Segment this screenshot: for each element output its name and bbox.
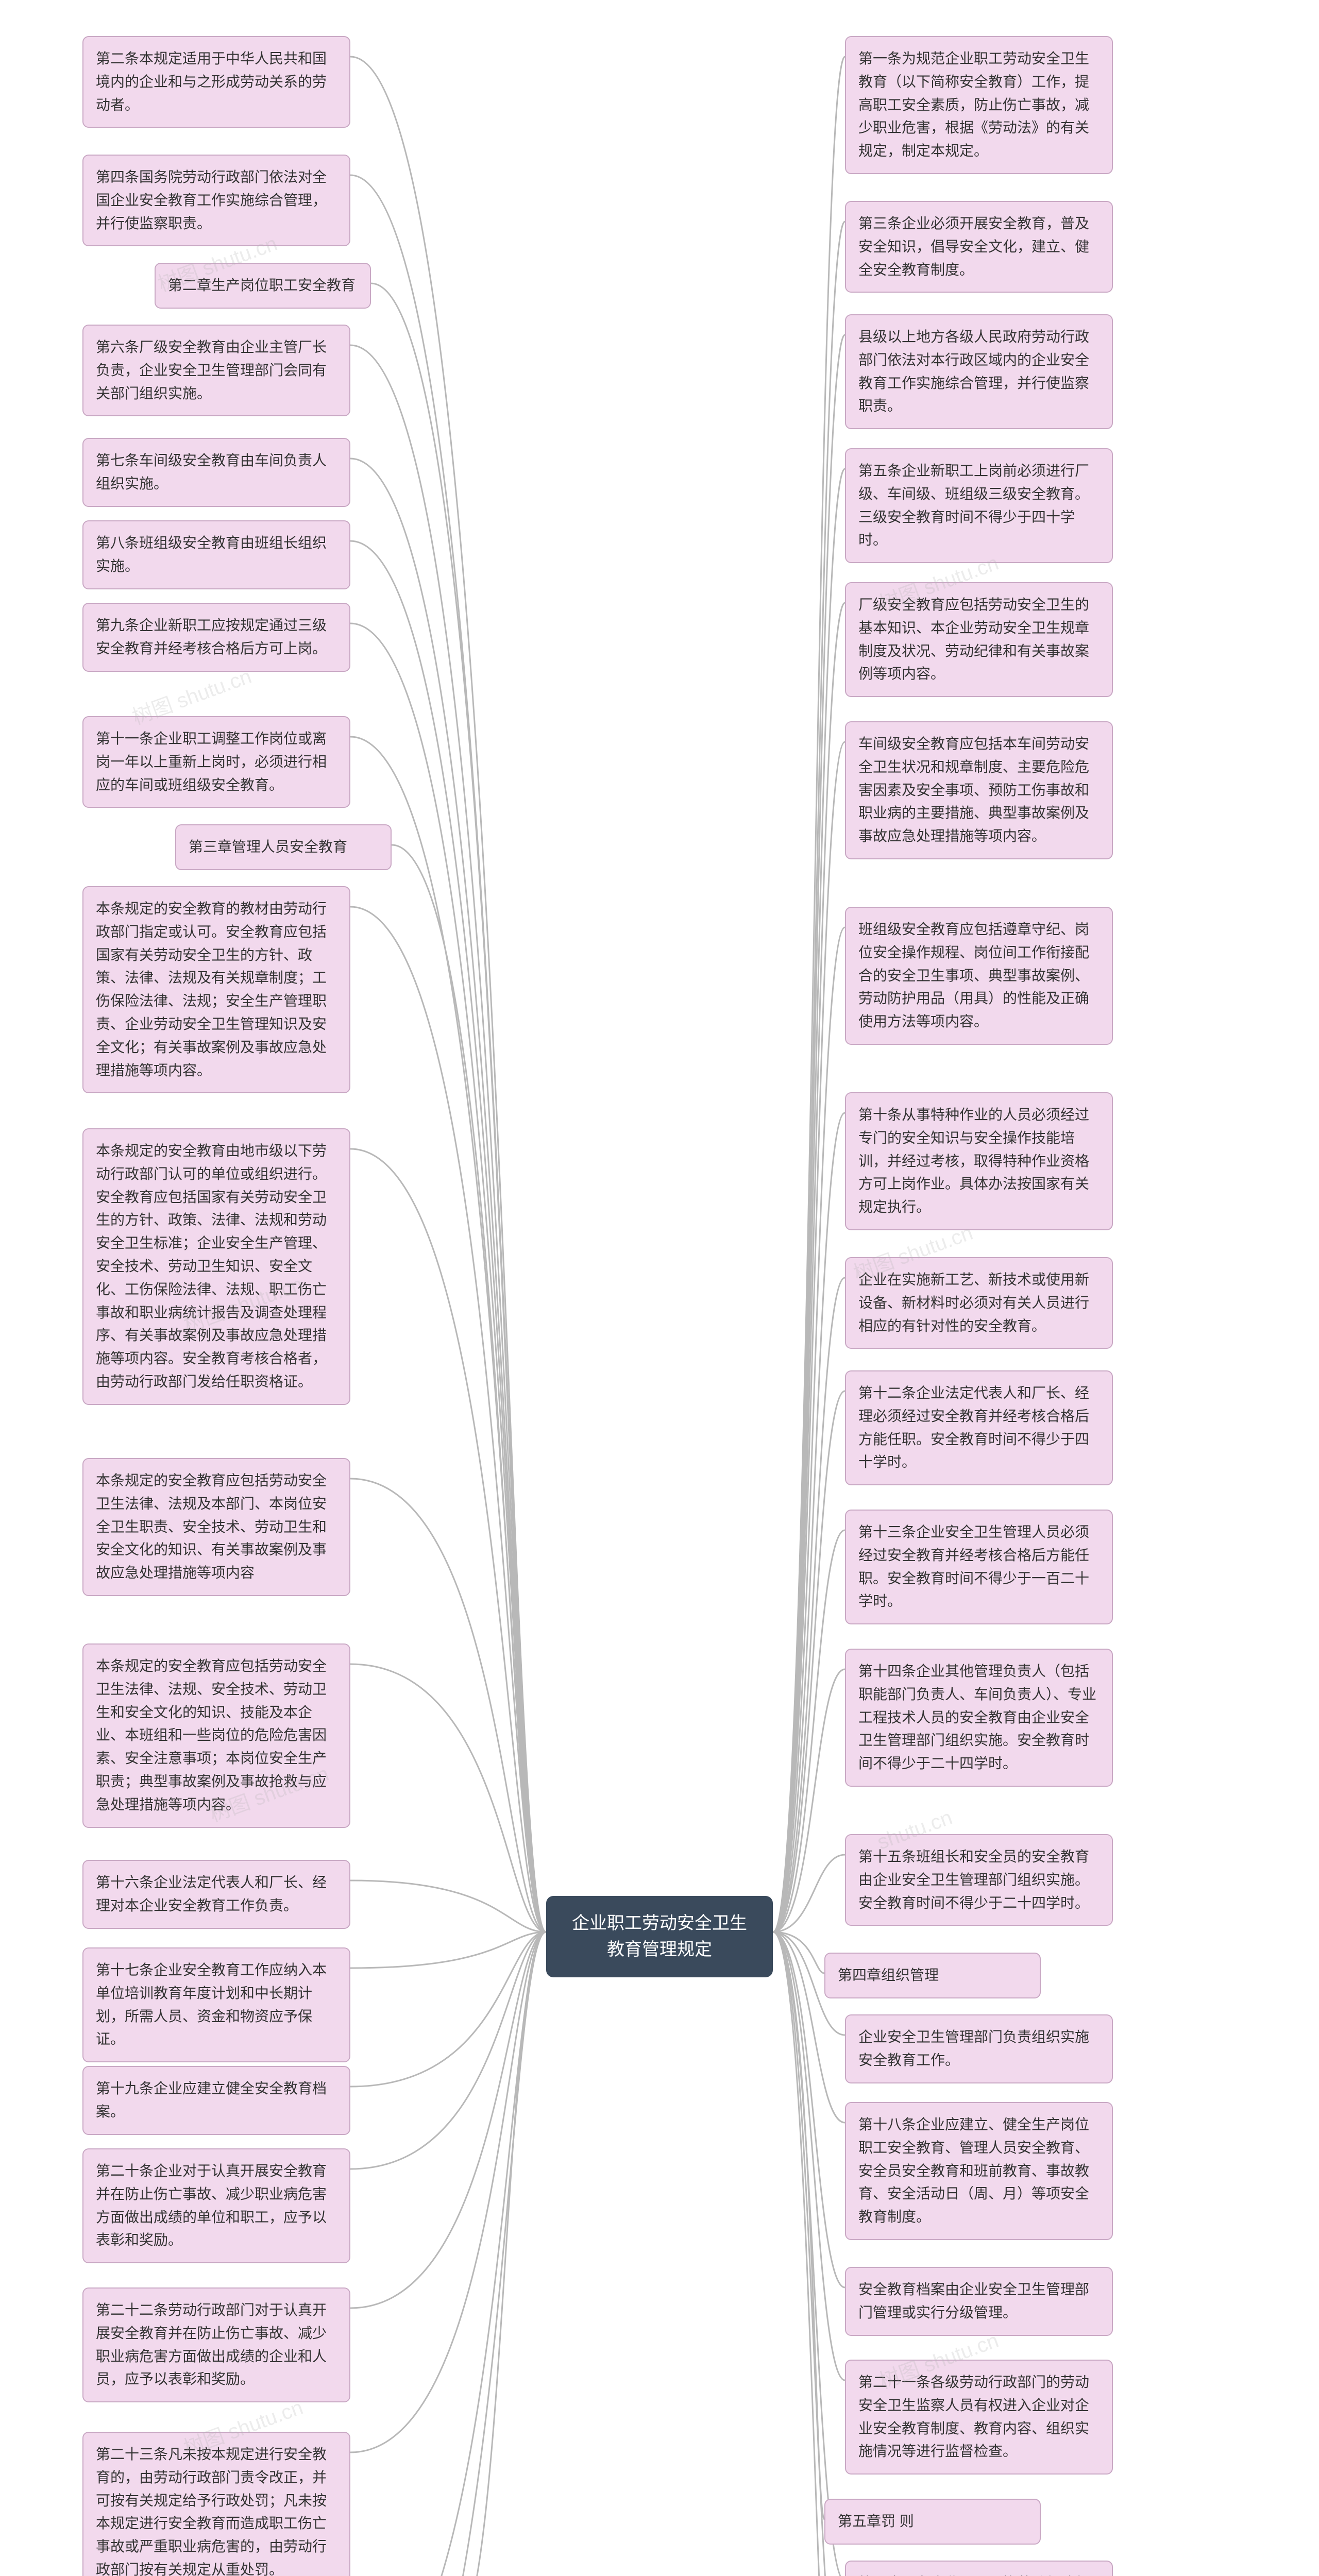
leaf-text: 第二十三条凡未按本规定进行安全教育的，由劳动行政部门责令改正，并可按有关规定给予… xyxy=(96,2446,327,2576)
leaf-text: 车间级安全教育应包括本车间劳动安全卫生状况和规章制度、主要危险危害因素及安全事项… xyxy=(858,736,1089,844)
leaf-text: 第九条企业新职工应按规定通过三级安全教育并经考核合格后方可上岗。 xyxy=(96,617,327,656)
left-leaf: 第十七条企业安全教育工作应纳入本单位培训教育年度计划和中长期计划，所需人员、资金… xyxy=(82,1947,350,2062)
leaf-text: 第五条企业新职工上岗前必须进行厂级、车间级、班组级三级安全教育。三级安全教育时间… xyxy=(858,463,1089,548)
right-leaf: 企业安全卫生管理部门负责组织实施安全教育工作。 xyxy=(845,2014,1113,2083)
leaf-text: 第十二条企业法定代表人和厂长、经理必须经过安全教育并经考核合格后方能任职。安全教… xyxy=(858,1385,1089,1470)
center-node: 企业职工劳动安全卫生教育管理规定 xyxy=(546,1896,773,1977)
right-leaf: 厂级安全教育应包括劳动安全卫生的基本知识、本企业劳动安全卫生规章制度及状况、劳动… xyxy=(845,582,1113,697)
right-leaf: 第一条为规范企业职工劳动安全卫生教育（以下简称安全教育）工作，提高职工安全素质，… xyxy=(845,36,1113,174)
left-leaf: 本条规定的安全教育应包括劳动安全卫生法律、法规、安全技术、劳动卫生和安全文化的知… xyxy=(82,1643,350,1828)
left-leaf: 第十六条企业法定代表人和厂长、经理对本企业安全教育工作负责。 xyxy=(82,1860,350,1929)
leaf-text: 第十五条班组长和安全员的安全教育由企业安全卫生管理部门组织实施。安全教育时间不得… xyxy=(858,1849,1089,1911)
leaf-text: 第二章生产岗位职工安全教育 xyxy=(168,277,356,293)
leaf-text: 第十九条企业应建立健全安全教育档案。 xyxy=(96,2080,327,2120)
left-leaf: 第十一条企业职工调整工作岗位或离岗一年以上重新上岗时，必须进行相应的车间或班组级… xyxy=(82,716,350,808)
leaf-text: 第十七条企业安全教育工作应纳入本单位培训教育年度计划和中长期计划，所需人员、资金… xyxy=(96,1962,327,2047)
right-leaf: 第十三条企业安全卫生管理人员必须经过安全教育并经考核合格后方能任职。安全教育时间… xyxy=(845,1510,1113,1624)
leaf-text: 第十三条企业安全卫生管理人员必须经过安全教育并经考核合格后方能任职。安全教育时间… xyxy=(858,1524,1089,1609)
mindmap-canvas: 企业职工劳动安全卫生教育管理规定 第二条本规定适用于中华人民共和国境内的企业和与… xyxy=(0,0,1319,2576)
leaf-text: 第十一条企业职工调整工作岗位或离岗一年以上重新上岗时，必须进行相应的车间或班组级… xyxy=(96,731,327,793)
left-leaf: 第二十二条劳动行政部门对于认真开展安全教育并在防止伤亡事故、减少职业病危害方面做… xyxy=(82,2287,350,2402)
leaf-text: 第四章组织管理 xyxy=(838,1967,939,1983)
leaf-text: 第二十条企业对于认真开展安全教育并在防止伤亡事故、减少职业病危害方面做出成绩的单… xyxy=(96,2163,327,2248)
right-leaf: 车间级安全教育应包括本车间劳动安全卫生状况和规章制度、主要危险危害因素及安全事项… xyxy=(845,721,1113,859)
left-leaf: 第三章管理人员安全教育 xyxy=(175,824,392,870)
leaf-text: 第三条企业必须开展安全教育，普及安全知识，倡导安全文化，建立、健全安全教育制度。 xyxy=(858,215,1089,278)
left-leaf: 第八条班组级安全教育由班组长组织实施。 xyxy=(82,520,350,589)
leaf-text: 第十六条企业法定代表人和厂长、经理对本企业安全教育工作负责。 xyxy=(96,1874,327,1913)
right-leaf: 第五章罚 则 xyxy=(824,2499,1041,2545)
leaf-text: 本条规定的安全教育由地市级以下劳动行政部门认可的单位或组织进行。安全教育应包括国… xyxy=(96,1143,327,1389)
right-leaf: 第十八条企业应建立、健全生产岗位职工安全教育、管理人员安全教育、安全员安全教育和… xyxy=(845,2102,1113,2240)
leaf-text: 第四条国务院劳动行政部门依法对全国企业安全教育工作实施综合管理，并行使监察职责。 xyxy=(96,169,327,231)
leaf-text: 县级以上地方各级人民政府劳动行政部门依法对本行政区域内的企业安全教育工作实施综合… xyxy=(858,329,1089,414)
leaf-text: 第六条厂级安全教育由企业主管厂长负责，企业安全卫生管理部门会同有关部门组织实施。 xyxy=(96,339,327,401)
right-leaf: 企业在实施新工艺、新技术或使用新设备、新材料时必须对有关人员进行相应的有针对性的… xyxy=(845,1257,1113,1349)
left-leaf: 第九条企业新职工应按规定通过三级安全教育并经考核合格后方可上岗。 xyxy=(82,603,350,672)
right-leaf: 第四章组织管理 xyxy=(824,1953,1041,1998)
left-leaf: 第六条厂级安全教育由企业主管厂长负责，企业安全卫生管理部门会同有关部门组织实施。 xyxy=(82,325,350,416)
left-leaf: 第十九条企业应建立健全安全教育档案。 xyxy=(82,2066,350,2135)
leaf-text: 第二条本规定适用于中华人民共和国境内的企业和与之形成劳动关系的劳动者。 xyxy=(96,50,327,113)
leaf-text: 第十条从事特种作业的人员必须经过专门的安全知识与安全操作技能培训，并经过考核，取… xyxy=(858,1107,1089,1215)
leaf-text: 厂级安全教育应包括劳动安全卫生的基本知识、本企业劳动安全卫生规章制度及状况、劳动… xyxy=(858,597,1089,682)
leaf-text: 第十八条企业应建立、健全生产岗位职工安全教育、管理人员安全教育、安全员安全教育和… xyxy=(858,2116,1089,2225)
leaf-text: 班组级安全教育应包括遵章守纪、岗位安全操作规程、岗位间工作衔接配合的安全卫生事项… xyxy=(858,921,1089,1029)
leaf-text: 第五章罚 则 xyxy=(838,2513,914,2529)
right-leaf: 县级以上地方各级人民政府劳动行政部门依法对本行政区域内的企业安全教育工作实施综合… xyxy=(845,314,1113,429)
left-leaf: 第二条本规定适用于中华人民共和国境内的企业和与之形成劳动关系的劳动者。 xyxy=(82,36,350,128)
right-leaf: 第三条企业必须开展安全教育，普及安全知识，倡导安全文化，建立、健全安全教育制度。 xyxy=(845,201,1113,293)
right-leaf: 第十条从事特种作业的人员必须经过专门的安全知识与安全操作技能培训，并经过考核，取… xyxy=(845,1092,1113,1230)
right-leaf: 第十四条企业其他管理负责人（包括职能部门负责人、车间负责人）、专业工程技术人员的… xyxy=(845,1649,1113,1787)
leaf-text: 第二十二条劳动行政部门对于认真开展安全教育并在防止伤亡事故、减少职业病危害方面做… xyxy=(96,2302,327,2387)
left-leaf: 第七条车间级安全教育由车间负责人组织实施。 xyxy=(82,438,350,507)
right-leaf: 第十五条班组长和安全员的安全教育由企业安全卫生管理部门组织实施。安全教育时间不得… xyxy=(845,1834,1113,1926)
right-leaf: 第五条企业新职工上岗前必须进行厂级、车间级、班组级三级安全教育。三级安全教育时间… xyxy=(845,448,1113,563)
right-leaf: 班组级安全教育应包括遵章守纪、岗位安全操作规程、岗位间工作衔接配合的安全卫生事项… xyxy=(845,907,1113,1045)
leaf-text: 第七条车间级安全教育由车间负责人组织实施。 xyxy=(96,452,327,492)
left-leaf: 本条规定的安全教育应包括劳动安全卫生法律、法规及本部门、本岗位安全卫生职责、安全… xyxy=(82,1458,350,1596)
leaf-text: 企业安全卫生管理部门负责组织实施安全教育工作。 xyxy=(858,2029,1089,2068)
right-leaf: 安全教育档案由企业安全卫生管理部门管理或实行分级管理。 xyxy=(845,2267,1113,2336)
leaf-text: 第十四条企业其他管理负责人（包括职能部门负责人、车间负责人）、专业工程技术人员的… xyxy=(858,1663,1096,1771)
left-leaf: 第二十三条凡未按本规定进行安全教育的，由劳动行政部门责令改正，并可按有关规定给予… xyxy=(82,2432,350,2576)
right-leaf: 第十二条企业法定代表人和厂长、经理必须经过安全教育并经考核合格后方能任职。安全教… xyxy=(845,1370,1113,1485)
leaf-text: 本条规定的安全教育应包括劳动安全卫生法律、法规及本部门、本岗位安全卫生职责、安全… xyxy=(96,1472,327,1581)
left-leaf: 本条规定的安全教育的教材由劳动行政部门指定或认可。安全教育应包括国家有关劳动安全… xyxy=(82,886,350,1093)
leaf-text: 本条规定的安全教育应包括劳动安全卫生法律、法规、安全技术、劳动卫生和安全文化的知… xyxy=(96,1658,327,1812)
right-leaf: 第二十四条企业无理阻挠劳动行政部门及其劳动安全卫生监察人员行使监督检查权的，由劳… xyxy=(845,2561,1113,2576)
leaf-text: 第八条班组级安全教育由班组长组织实施。 xyxy=(96,535,327,574)
left-leaf: 第四条国务院劳动行政部门依法对全国企业安全教育工作实施综合管理，并行使监察职责。 xyxy=(82,155,350,246)
leaf-text: 本条规定的安全教育的教材由劳动行政部门指定或认可。安全教育应包括国家有关劳动安全… xyxy=(96,901,327,1078)
right-leaf: 第二十一条各级劳动行政部门的劳动安全卫生监察人员有权进入企业对企业安全教育制度、… xyxy=(845,2360,1113,2475)
left-leaf: 本条规定的安全教育由地市级以下劳动行政部门认可的单位或组织进行。安全教育应包括国… xyxy=(82,1128,350,1405)
leaf-text: 第二十一条各级劳动行政部门的劳动安全卫生监察人员有权进入企业对企业安全教育制度、… xyxy=(858,2374,1089,2459)
leaf-text: 安全教育档案由企业安全卫生管理部门管理或实行分级管理。 xyxy=(858,2281,1089,2320)
leaf-text: 第一条为规范企业职工劳动安全卫生教育（以下简称安全教育）工作，提高职工安全素质，… xyxy=(858,50,1089,159)
center-node-text: 企业职工劳动安全卫生教育管理规定 xyxy=(572,1913,747,1959)
leaf-text: 第三章管理人员安全教育 xyxy=(189,839,347,855)
leaf-text: 企业在实施新工艺、新技术或使用新设备、新材料时必须对有关人员进行相应的有针对性的… xyxy=(858,1272,1089,1334)
left-leaf: 第二十条企业对于认真开展安全教育并在防止伤亡事故、减少职业病危害方面做出成绩的单… xyxy=(82,2148,350,2263)
left-leaf: 第二章生产岗位职工安全教育 xyxy=(155,263,371,309)
